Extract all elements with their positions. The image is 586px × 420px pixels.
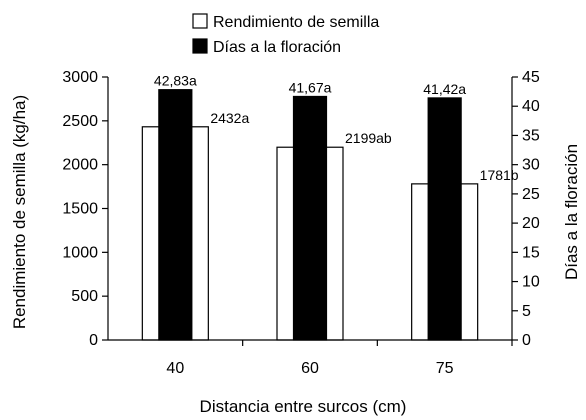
bar-dias-floracion [158,89,193,341]
data-labels-group: 2432a 42,83a 2199ab 41,67a 1781b 41,42a [154,73,519,183]
y-right-tick-label: 30 [522,157,540,174]
legend-swatch [192,38,208,54]
y-axis-left-label: Rendimiento de semilla (kg/ha) [10,95,29,329]
bar-dias-floracion [427,97,462,341]
y-left-tick-label: 500 [71,288,98,305]
legend: Rendimiento de semilla Días a la floració… [192,13,379,56]
bars-group [141,89,479,341]
data-label-dias-floracion: 41,42a [423,81,466,97]
data-label-rendimiento: 2432a [210,110,249,126]
x-tick-label: 40 [166,360,184,377]
y-right-tick-label: 45 [522,69,540,86]
data-label-dias-floracion: 42,83a [154,73,197,89]
x-axis-label: Distancia entre surcos (cm) [200,397,407,416]
x-tick-label: 60 [301,360,319,377]
y-left-tick-label: 2000 [62,157,98,174]
y-right-tick-label: 5 [522,303,531,320]
y-right-tick-label: 40 [522,98,540,115]
y-right-tick-label: 15 [522,244,540,261]
y-right-tick-label: 25 [522,186,540,203]
y-left-tick-label: 3000 [62,69,98,86]
y-right-tick-label: 35 [522,127,540,144]
y-right-tick-label: 20 [522,215,540,232]
legend-label: Rendimiento de semilla [213,14,379,31]
y-axis-right-label: Días a la floración [562,144,581,280]
y-left-tick-label: 1000 [62,244,98,261]
y-left-tick-label: 2500 [62,113,98,130]
x-tick-label: 75 [436,360,454,377]
y-right-tick-label: 10 [522,274,540,291]
data-label-rendimiento: 2199ab [345,130,392,146]
legend-swatch [192,13,208,29]
data-label-rendimiento: 1781b [480,167,519,183]
y-left-tick-label: 0 [89,332,98,349]
y-right-tick-label: 0 [522,332,531,349]
y-left-tick-label: 1500 [62,201,98,218]
legend-label: Días a la floración [213,39,341,56]
axes-group: 0 500 1000 1500 2000 2500 3000 0 5 10 15 20 25 30 35 40… [62,69,539,377]
bar-dias-floracion [292,95,328,341]
data-label-dias-floracion: 41,67a [289,79,332,95]
